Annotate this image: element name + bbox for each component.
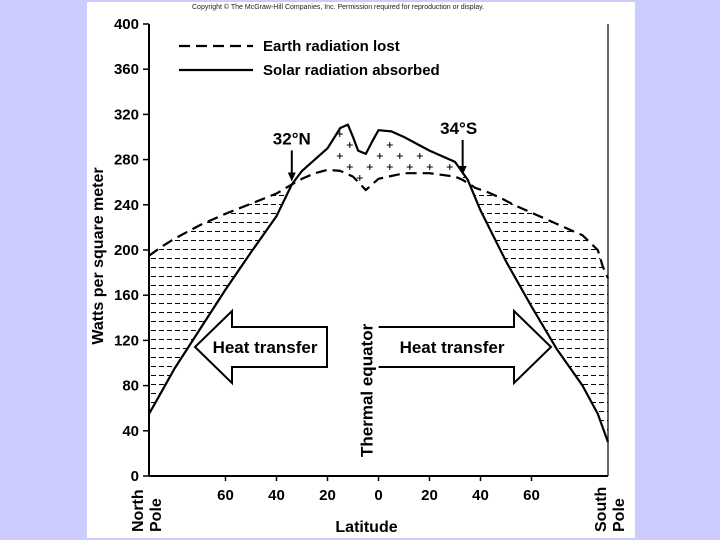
y-tick-label: 400 <box>114 16 139 33</box>
latitude-marker-34s: 34°S <box>440 119 477 138</box>
annotations: 32°N 34°S Heat transfer Heat transfer Therma… <box>193 119 553 460</box>
series-line-solar-radiation-absorbed <box>148 123 610 443</box>
x-tick-label: 20 <box>421 487 438 504</box>
thermal-equator-label: Thermal equator <box>358 323 377 457</box>
surplus-plus-mark <box>446 164 453 170</box>
y-tick-label: 200 <box>114 242 139 259</box>
copyright-notice: Copyright © The McGraw-Hill Companies, I… <box>192 4 485 11</box>
y-tick-label: 280 <box>114 152 139 169</box>
legend: Earth radiation lost Solar radiation abso… <box>179 38 440 79</box>
x-tick-label: 0 <box>374 487 382 504</box>
y-tick-label: 360 <box>114 61 139 78</box>
thermal-equator-backdrop <box>356 300 379 460</box>
y-tick-label: 160 <box>114 287 139 304</box>
x-tick-label: 40 <box>472 487 489 504</box>
surplus-plus-mark <box>386 164 393 170</box>
surplus-deficit-shading <box>149 131 608 443</box>
legend-label-earth-radiation-lost: Earth radiation lost <box>263 38 400 55</box>
surplus-plus-mark <box>376 153 383 159</box>
surplus-plus-mark <box>426 164 433 170</box>
north-pole-label: Pole <box>148 498 165 532</box>
latitude-marker-32n: 32°N <box>273 129 311 148</box>
surplus-plus-mark <box>336 153 343 159</box>
marker-arrow-32n-head <box>287 172 296 182</box>
south-pole-label: Pole <box>611 498 628 532</box>
x-axis-title: Latitude <box>335 519 397 536</box>
surplus-plus-mark <box>346 142 353 148</box>
surplus-plus-mark <box>386 142 393 148</box>
surplus-plus-mark <box>396 153 403 159</box>
y-tick-label: 40 <box>122 423 139 440</box>
marker-arrow-34s-head <box>458 165 467 175</box>
north-pole-label: North <box>130 489 147 532</box>
deficit-area-south <box>462 172 608 443</box>
x-tick-label: 20 <box>319 487 336 504</box>
heat-transfer-label-north: Heat transfer <box>213 338 318 357</box>
surplus-plus-mark <box>416 153 423 159</box>
y-tick-label: 320 <box>114 106 139 123</box>
heat-transfer-arrow-north <box>193 308 328 386</box>
y-axis-title: Watts per square meter <box>90 167 107 344</box>
surplus-plus-mark <box>346 164 353 170</box>
y-tick-label: 80 <box>122 378 139 395</box>
y-tick-label: 120 <box>114 332 139 349</box>
deficit-area-north <box>149 184 292 414</box>
series-lines <box>148 123 610 443</box>
surplus-plus-mark <box>356 175 363 181</box>
series-line-earth-radiation-lost <box>148 168 610 279</box>
legend-label-solar-radiation-absorbed: Solar radiation absorbed <box>263 62 440 79</box>
surplus-plus-mark <box>406 164 413 170</box>
figure-panel: Copyright © The McGraw-Hill Companies, I… <box>87 2 635 538</box>
heat-transfer-label-south: Heat transfer <box>400 338 505 357</box>
y-tick-label: 240 <box>114 197 139 214</box>
y-tick-label: 0 <box>131 468 139 485</box>
x-tick-label: 60 <box>523 487 540 504</box>
surplus-plus-marks <box>336 131 453 181</box>
x-tick-label: 40 <box>268 487 285 504</box>
surplus-plus-mark <box>366 164 373 170</box>
south-pole-label: South <box>593 487 610 532</box>
x-tick-label: 60 <box>217 487 234 504</box>
